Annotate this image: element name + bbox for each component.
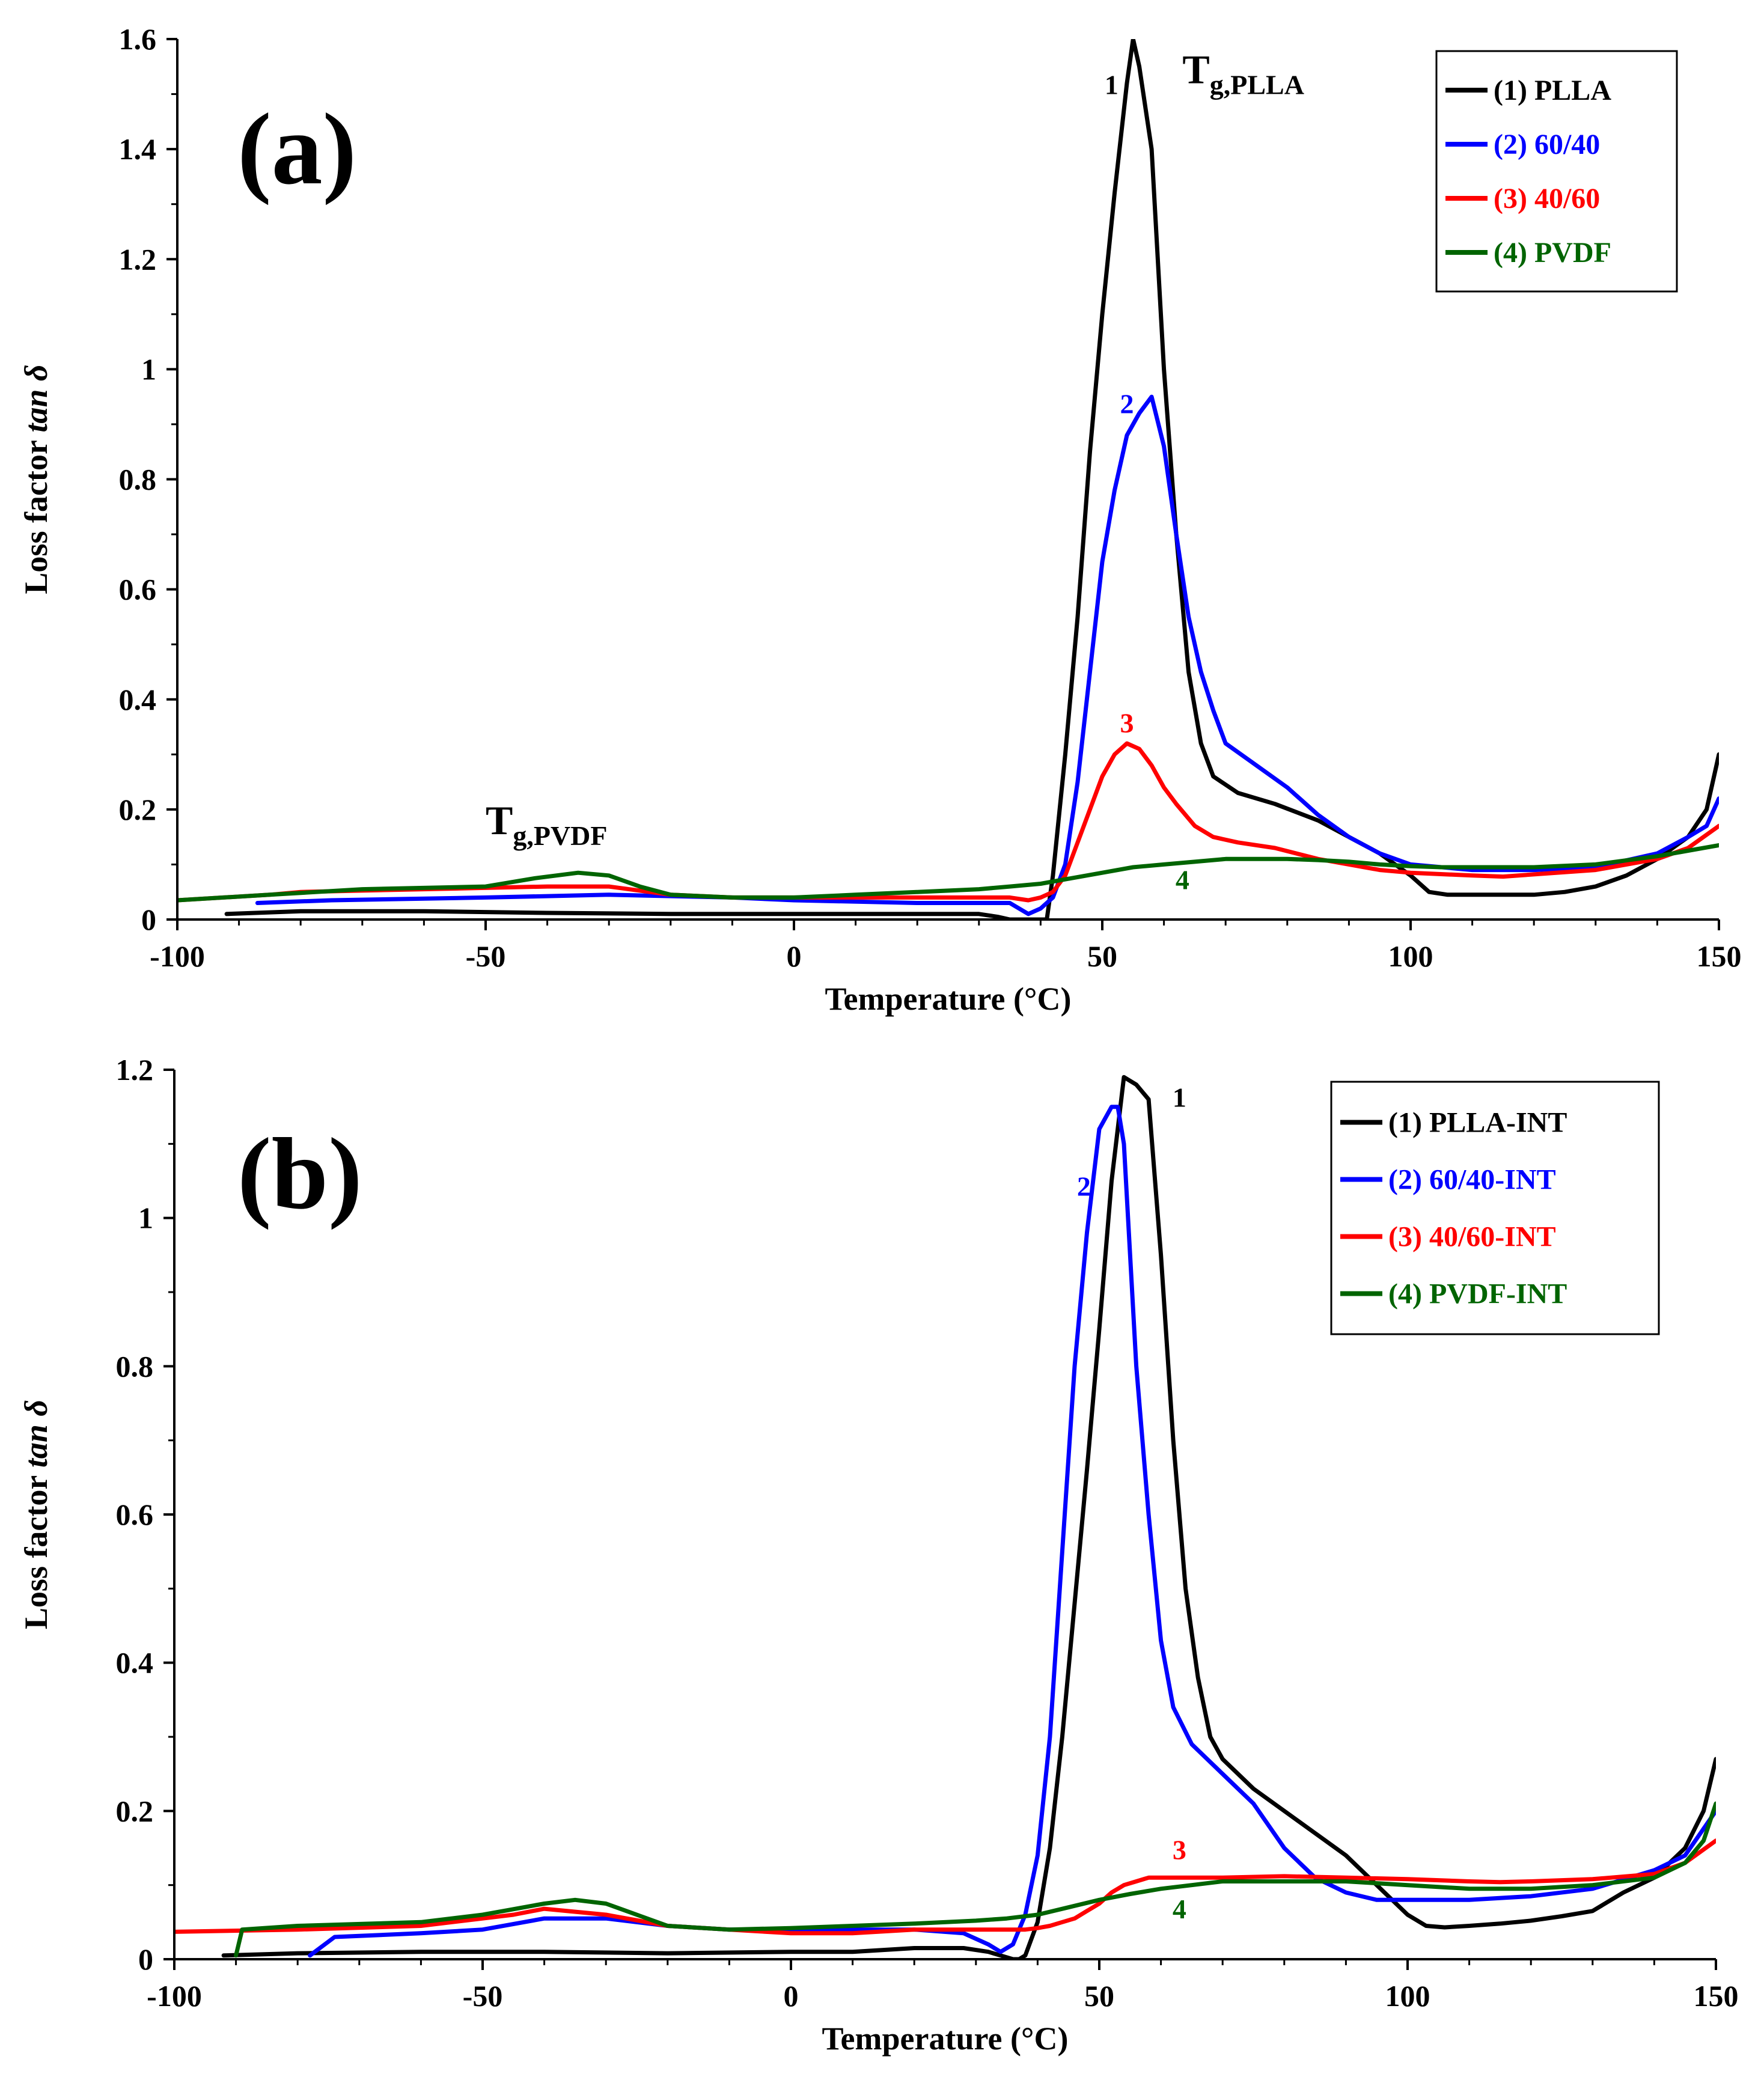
y-tick-label: 0.8 [119, 463, 157, 496]
x-tick-label: -100 [147, 1979, 202, 2013]
y-tick-label: 0 [141, 903, 156, 936]
curve-label-2: 2 [1077, 1171, 1091, 1202]
x-tick-label: 0 [787, 939, 802, 973]
series-line-1 [224, 39, 1719, 920]
y-tick-label: 0.8 [116, 1349, 154, 1383]
x-tick-label: 50 [1087, 939, 1117, 973]
legend-label-3: (3) 40/60 [1494, 183, 1600, 215]
x-tick-label: 100 [1388, 939, 1433, 973]
curve-label-3: 3 [1173, 1835, 1186, 1865]
y-tick-label: 1 [141, 352, 156, 386]
legend: (1) PLLA-INT (2) 60/40-INT (3) 40/60-INT (4… [1330, 1081, 1660, 1335]
curve-label-3: 3 [1120, 708, 1134, 739]
legend-label-3: (3) 40/60-INT [1388, 1221, 1556, 1253]
y-tick-label: 1 [138, 1201, 153, 1235]
panel-label: (a) [237, 93, 356, 206]
x-tick-label: 50 [1084, 1979, 1114, 2013]
tg-annotation: Tg,PLLA [1182, 46, 1304, 100]
legend-label-2: (2) 60/40 [1494, 129, 1600, 160]
y-tick-label: 0.6 [116, 1498, 154, 1531]
curve-label-4: 4 [1173, 1894, 1186, 1924]
x-tick-label: -50 [463, 1979, 503, 2013]
y-tick-label: 0.4 [119, 683, 157, 716]
y-tick-label: 1.4 [119, 132, 157, 166]
y-tick-label: 0.2 [116, 1794, 154, 1828]
legend-label-4: (4) PVDF [1494, 237, 1611, 269]
y-axis-title-italic: tan δ [18, 1400, 54, 1468]
y-axis-title-main: Loss factor [18, 433, 54, 594]
x-axis-title: Temperature (°C) [822, 2021, 1068, 2057]
panel-label: (b) [237, 1117, 362, 1230]
series-group [177, 39, 1719, 920]
y-axis-title-main: Loss factor [18, 1468, 54, 1629]
x-tick-label: -100 [150, 939, 205, 973]
x-tick-label: -50 [466, 939, 506, 973]
x-tick-label: 150 [1694, 1979, 1739, 2013]
y-tick-label: 0.2 [119, 793, 157, 826]
y-tick-label: 0.4 [116, 1646, 154, 1680]
series-line-1 [221, 1075, 1716, 1959]
tg-annotation-sub: g,PLLA [1210, 69, 1304, 100]
x-tick-label: 0 [784, 1979, 799, 2013]
x-tick-label: 100 [1385, 1979, 1430, 2013]
legend-box [1330, 1081, 1660, 1335]
curve-label-4: 4 [1176, 865, 1189, 895]
y-tick-label: 1.2 [116, 1053, 154, 1087]
y-tick-label: 1.2 [119, 242, 157, 276]
x-tick-label: 150 [1697, 939, 1742, 973]
legend: (1) PLLA (2) 60/40 (3) 40/60 (4) PVDF [1435, 50, 1678, 293]
tg-annotation-sub: g,PVDF [513, 820, 607, 851]
legend-label-1: (1) PLLA [1494, 75, 1611, 106]
tg-annotation-main: T [486, 798, 513, 843]
curve-label-1: 1 [1173, 1082, 1186, 1113]
y-axis-title: Loss factor tan δ [18, 1400, 54, 1629]
tg-annotation: Tg,PVDF [486, 798, 608, 851]
curve-label-2: 2 [1120, 389, 1134, 419]
curve-label-1: 1 [1105, 70, 1119, 100]
tg-annotation-main: T [1182, 46, 1209, 92]
legend-label-1: (1) PLLA-INT [1388, 1107, 1567, 1139]
x-axis-title: Temperature (°C) [825, 981, 1071, 1017]
panel-a: -100 -50 0 50 100 150 0 0.2 0.4 0.6 0.8 1 1.2 1.4 1.6 T… [18, 22, 1742, 1017]
series-group [174, 1075, 1716, 1959]
y-axis-title-italic: tan δ [18, 364, 54, 432]
series-line-4 [234, 1801, 1716, 1958]
y-axis-title: Loss factor tan δ [18, 364, 54, 594]
y-tick-label: 0.6 [119, 573, 157, 606]
legend-label-4: (4) PVDF-INT [1388, 1278, 1567, 1310]
y-tick-label: 1.6 [119, 22, 157, 56]
legend-label-2: (2) 60/40-INT [1388, 1164, 1556, 1196]
panel-b: -100 -50 0 50 100 150 0 0.2 0.4 0.6 0.8 1 1.2 Tempera… [18, 1053, 1739, 2057]
y-tick-label: 0 [138, 1942, 153, 1976]
series-line-4 [177, 843, 1719, 903]
